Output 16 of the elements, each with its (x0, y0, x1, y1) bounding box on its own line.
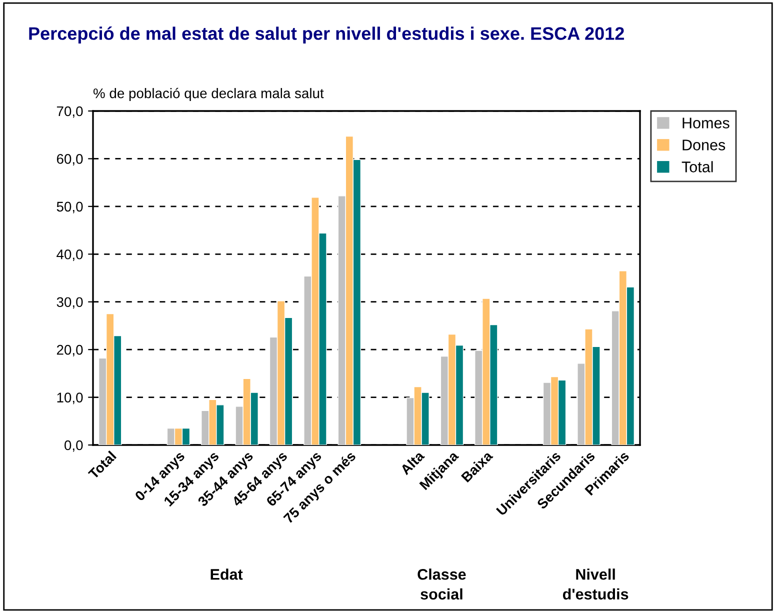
text: Nivell d'estudis (562, 568, 628, 600)
y-tick-label: 50,0 (56, 202, 83, 214)
legend-label: Total (682, 161, 713, 172)
y-tick-label: 30,0 (56, 297, 83, 309)
y-tick-label: 10,0 (57, 392, 83, 404)
y-tick-label: 70,0 (56, 106, 83, 118)
chart-title: Percepció de mal estat de salut per nivell d'estudis i sexe. ESCA 2012 (29, 26, 624, 44)
y-tick-label: 60,0 (56, 154, 83, 166)
text: Edat (210, 568, 243, 580)
legend-label: Dones (682, 140, 726, 150)
y-axis-title: % de població que declara mala salut (93, 88, 324, 101)
text: Classe social (418, 568, 466, 600)
y-tick-label: 40,0 (56, 249, 83, 261)
y-tick-label: 20,0 (56, 344, 83, 356)
legend-label: Homes (682, 118, 730, 128)
y-tick-label: 0,0 (64, 440, 83, 452)
